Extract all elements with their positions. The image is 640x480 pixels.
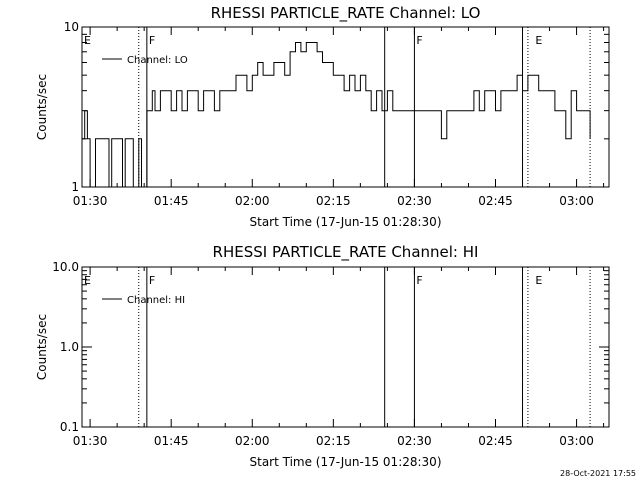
panel-2-y-tick-label: 1.0 bbox=[60, 340, 79, 354]
panel-1-x-tick-label: 02:15 bbox=[316, 194, 351, 208]
panel-1-y-axis-label: Counts/sec bbox=[35, 74, 49, 140]
panel-1-x-tick-label: 01:30 bbox=[73, 194, 108, 208]
panel-1-x-tick-label: 01:45 bbox=[154, 194, 189, 208]
panel-2-x-tick-label: 03:00 bbox=[559, 434, 594, 448]
panel-1-flag-label: F bbox=[416, 34, 422, 47]
panel-2-x-tick-label: 02:00 bbox=[235, 434, 270, 448]
panel-1-x-tick-label: 03:00 bbox=[559, 194, 594, 208]
panel-2-title: RHESSI PARTICLE_RATE Channel: HI bbox=[213, 243, 479, 262]
panel-2-x-tick-label: 02:45 bbox=[478, 434, 513, 448]
generation-timestamp: 28-Oct-2021 17:55 bbox=[560, 469, 636, 478]
panel-1-legend-entry: Channel: LO bbox=[127, 55, 188, 66]
panel-2-x-tick-label: 02:15 bbox=[316, 434, 351, 448]
panel-2-y-axis-label: Counts/sec bbox=[35, 314, 49, 380]
panel-2-legend-entry: Channel: HI bbox=[127, 295, 185, 306]
panel-1-flag-label: E bbox=[535, 34, 542, 47]
panel-2-y-tick-label: 0.1 bbox=[60, 420, 79, 434]
panel-2-x-tick-label: 01:45 bbox=[154, 434, 189, 448]
panel-2-y-tick-label: 10.0 bbox=[52, 260, 79, 274]
panel-2-flag-label: E bbox=[535, 274, 542, 287]
panel-2-flag-label: E bbox=[84, 274, 91, 287]
panel-1-y-tick-label: 10 bbox=[64, 20, 79, 34]
panel-1-plot-frame bbox=[81, 26, 610, 188]
panel-2-plot-frame bbox=[81, 266, 610, 428]
panel-1-flag-label: F bbox=[149, 34, 155, 47]
panel-2-flag-label: F bbox=[149, 274, 155, 287]
panel-1-x-tick-label: 02:30 bbox=[397, 194, 432, 208]
panel-2-x-tick-label: 02:30 bbox=[397, 434, 432, 448]
panel-2-flag-label: F bbox=[416, 274, 422, 287]
panel-1-x-tick-label: 02:45 bbox=[478, 194, 513, 208]
panel-1-series-line bbox=[82, 42, 591, 188]
panel-1-y-tick-label: 1 bbox=[71, 180, 79, 194]
panel-1-flag-label: E bbox=[84, 34, 91, 47]
panel-2-x-axis-label: Start Time (17-Jun-15 01:28:30) bbox=[250, 455, 442, 469]
panel-1-title: RHESSI PARTICLE_RATE Channel: LO bbox=[211, 4, 481, 23]
panel-1-x-axis-label: Start Time (17-Jun-15 01:28:30) bbox=[250, 215, 442, 229]
panel-2-x-tick-label: 01:30 bbox=[73, 434, 108, 448]
panel-1-x-tick-label: 02:00 bbox=[235, 194, 270, 208]
